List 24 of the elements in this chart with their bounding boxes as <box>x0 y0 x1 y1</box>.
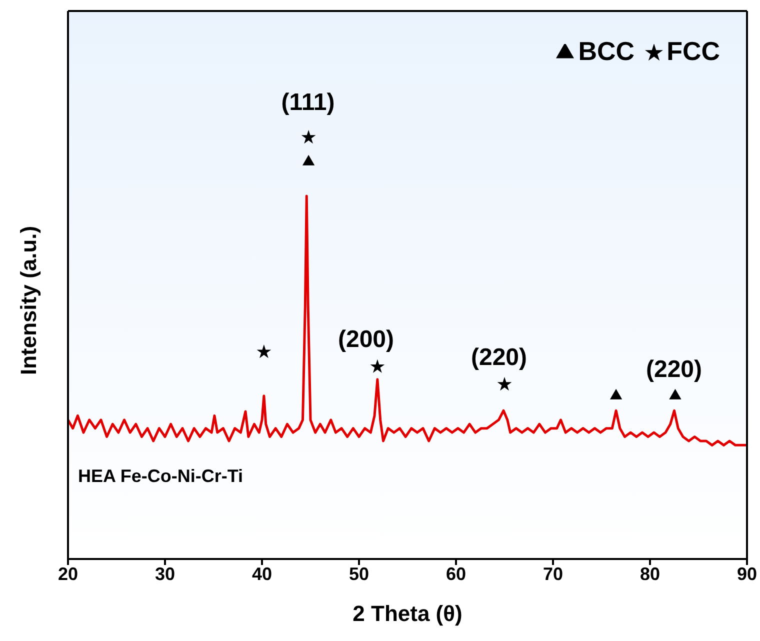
x-tick-label: 20 <box>58 564 78 584</box>
annotation: (200) <box>338 326 394 354</box>
x-tick-label: 70 <box>542 564 564 584</box>
annotation: (220) <box>470 344 528 372</box>
x-tick-label: 30 <box>154 564 176 584</box>
annotation: HEA Fe-Co-Ni-Cr-Ti <box>78 466 243 487</box>
point <box>610 388 622 400</box>
x-tick-label: 50 <box>348 564 370 584</box>
point <box>302 154 315 166</box>
point <box>669 388 682 400</box>
legend-label: BCC <box>578 36 635 66</box>
point <box>370 359 385 373</box>
text: (111) <box>281 89 335 117</box>
point <box>301 130 316 144</box>
point <box>256 344 272 358</box>
x-tick-label: 60 <box>446 564 466 584</box>
x-tick-label: 40 <box>252 564 272 584</box>
y-axis-title: Intensity (a.u.) <box>16 226 41 375</box>
x-tick-label: 90 <box>736 564 758 584</box>
x-tick-label: 80 <box>640 564 660 584</box>
point <box>497 376 512 391</box>
legend-label: FCC <box>666 36 720 66</box>
annotation: (220) <box>646 356 702 384</box>
x-axis-title: 2 Theta (θ) <box>352 601 462 626</box>
